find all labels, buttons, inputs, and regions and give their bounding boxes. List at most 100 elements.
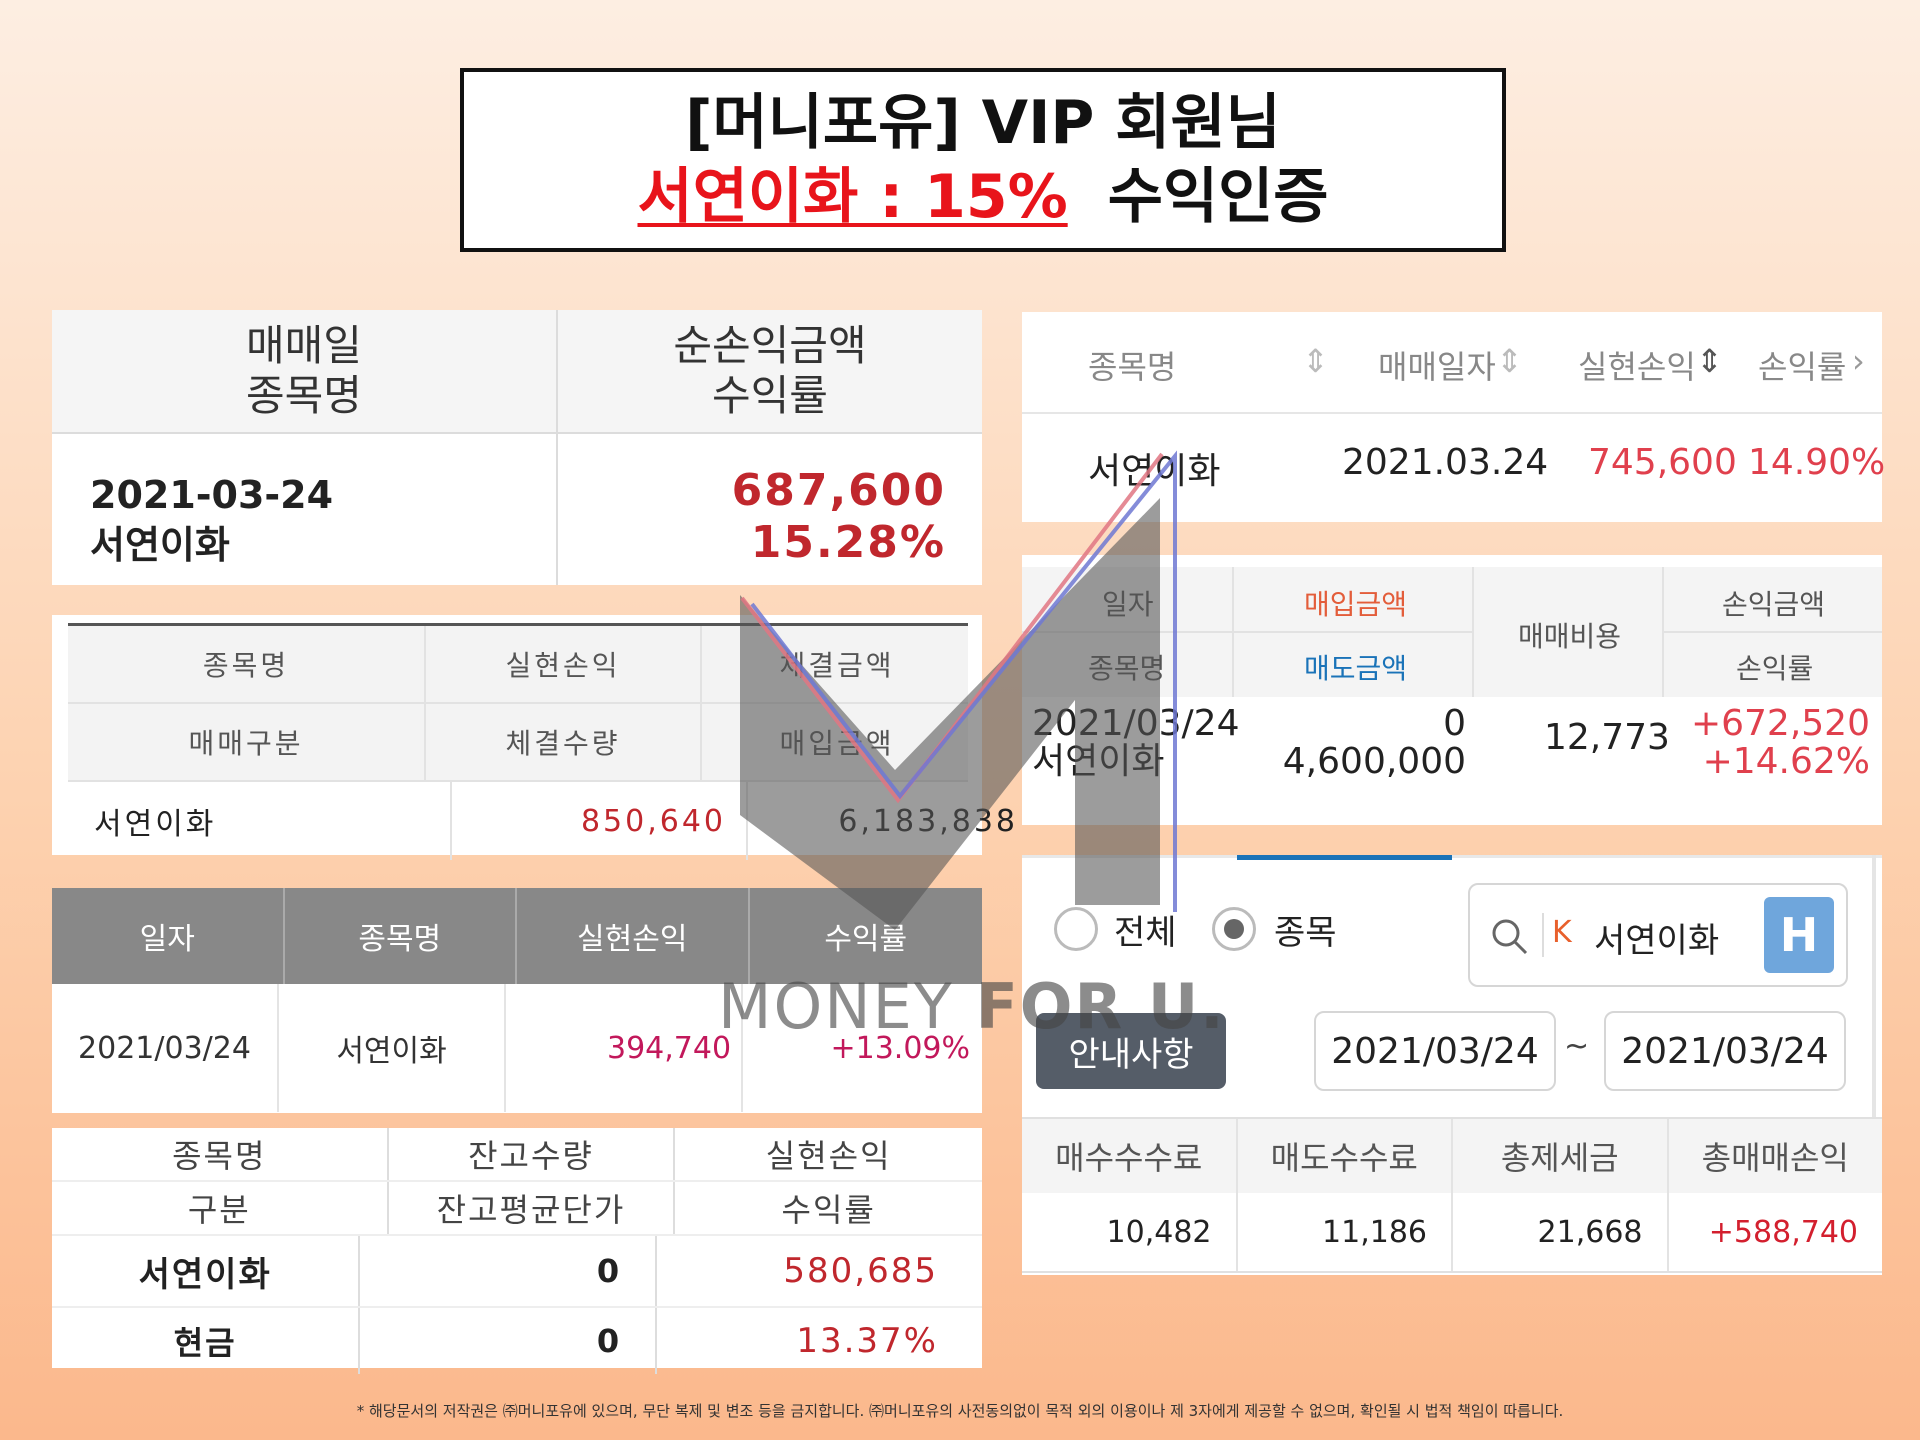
table-row: 서연이화 0 580,685: [52, 1236, 982, 1308]
table-header-row: 종목명 잔고수량 실현손익: [52, 1128, 982, 1182]
radio-all[interactable]: [1054, 907, 1098, 951]
sort-header-profit[interactable]: 실현손익: [1578, 348, 1696, 386]
scrollbar[interactable]: [1872, 855, 1876, 1117]
header-cell: 총매매손익: [1701, 1139, 1849, 1177]
cell-stock: 서연이화: [68, 782, 452, 860]
table-header-row: 종목명 실현손익 체결금액: [68, 626, 968, 704]
sort-icon[interactable]: ⇕: [1696, 342, 1723, 380]
active-tab-indicator: [1237, 855, 1452, 860]
notice-button[interactable]: 안내사항: [1036, 1013, 1226, 1089]
sort-icon[interactable]: ⇕: [1302, 342, 1329, 380]
cell-avg-price: 0: [360, 1308, 658, 1374]
table-header-row: 매수수수료 매도수수료 총제세금 총매매손익: [1022, 1117, 1882, 1193]
radio-stock[interactable]: [1212, 907, 1256, 951]
header-cell: 구분: [52, 1182, 389, 1234]
search-icon: [1492, 919, 1528, 955]
date-to-field[interactable]: 2021/03/24: [1604, 1011, 1846, 1091]
cell-sell-fee: 11,186: [1238, 1193, 1453, 1271]
header-trade-cost: 매매비용: [1518, 620, 1622, 653]
header-sell-amount: 매도금액: [1304, 652, 1408, 685]
watermark-text: MONEY FOR U.: [718, 970, 1226, 1043]
panel-a-right-values: 687,600 15.28%: [732, 465, 946, 569]
fee-summary-table: 매수수수료 매도수수료 총제세금 총매매손익 10,482 11,186 21,…: [1022, 1117, 1882, 1273]
date-from-field[interactable]: 2021/03/24: [1314, 1011, 1556, 1091]
panel-summary-d: 종목명 잔고수량 실현손익 구분 잔고평균단가 수익률 서연이화 0 580,6…: [52, 1128, 982, 1374]
cell-buy-fee: 10,482: [1022, 1193, 1238, 1271]
cell-date: 2021/03/24: [1032, 703, 1240, 744]
column-divider: [556, 310, 558, 585]
header-cell: 매수수수료: [1022, 1119, 1238, 1193]
cell-stock: 서연이화: [1088, 451, 1221, 492]
sort-icon[interactable]: ⇕: [1496, 342, 1523, 380]
cell-sell-amount: 4,600,000: [1282, 741, 1466, 782]
title-suffix: 수익인증: [1107, 162, 1329, 232]
radio-stock-label: 종목: [1274, 913, 1337, 953]
panel-b-table: 종목명 실현손익 체결금액 매매구분 체결수량 매입금액 서연이화 850,64…: [68, 623, 1015, 860]
header-cell: 실현손익: [426, 626, 702, 702]
radio-all-label: 전체: [1114, 913, 1177, 953]
panel-a-left-values: 2021-03-24 서연이화: [90, 470, 333, 570]
cell-exec-amount: 6,183,838: [838, 803, 1018, 839]
header-cell: 수익률: [781, 1191, 876, 1229]
header-cell: 총제세금: [1453, 1119, 1669, 1193]
table-header-row: 종목명 ⇕ 매매일자 ⇕ 실현손익 ⇕ 손익률 ›: [1022, 312, 1882, 414]
table-header-row: 매매구분 체결수량 매입금액: [68, 704, 968, 782]
cell-return-rate: +13.09%: [830, 1030, 970, 1066]
cell-return-rate: 13.37%: [796, 1321, 938, 1361]
header-cell: 잔고평균단가: [389, 1182, 676, 1234]
header-cell: 실현손익: [765, 1137, 892, 1175]
chevron-right-icon[interactable]: ›: [1852, 342, 1865, 380]
header-return-rate: 수익률: [712, 371, 828, 420]
header-cell: 잔고수량: [389, 1128, 676, 1180]
header-cell: 체결금액: [779, 649, 895, 682]
cell-stock: 서연이화: [279, 984, 507, 1112]
sort-header-rate[interactable]: 손익률: [1758, 348, 1847, 386]
header-stock: 종목명: [1088, 652, 1166, 685]
header-cell: 실현손익: [517, 888, 750, 984]
title-box: [머니포유] VIP 회원님 서연이화 : 15% 수익인증: [460, 68, 1506, 252]
table-header-row: 구분 잔고평균단가 수익률: [52, 1182, 982, 1236]
search-value: 서연이화: [1594, 921, 1720, 961]
header-cell: 종목명: [285, 888, 517, 984]
table-row: 서연이화 850,640 6,183,838: [68, 782, 1015, 860]
cell-pl-rate: +14.62%: [1702, 741, 1870, 782]
header-pl-rate: 손익률: [1736, 652, 1814, 685]
panel-summary-e: 종목명 ⇕ 매매일자 ⇕ 실현손익 ⇕ 손익률 › 서연이화 2021.03.2…: [1022, 312, 1885, 522]
header-cell: 매매구분: [68, 704, 426, 780]
table-row: 2021/03/24 서연이화 394,740 +13.09%: [52, 984, 982, 1112]
cell-pl-amount: +672,520: [1690, 703, 1870, 744]
watermark-part1: MONEY: [718, 970, 976, 1043]
header-trade-date: 매매일: [246, 321, 362, 370]
h-button[interactable]: H: [1764, 897, 1834, 973]
sort-header-stock[interactable]: 종목명: [1088, 348, 1177, 386]
cell-stock: 서연이화: [52, 1236, 361, 1306]
cell-realized-profit: 850,640: [452, 782, 748, 860]
cell-category: 현금: [52, 1308, 361, 1374]
title-highlight: 서연이화 : 15%: [637, 162, 1068, 232]
market-prefix: K: [1552, 915, 1572, 950]
cell-realized-profit: 580,685: [783, 1251, 938, 1291]
title-line1: [머니포유] VIP 회원님: [685, 88, 1281, 158]
cell-stock: 서연이화: [1032, 741, 1165, 782]
header-cell: 일자: [52, 888, 285, 984]
header-buy-amount: 매입금액: [1304, 588, 1408, 621]
panel-summary-f: 일자 종목명 매입금액 매도금액 매매비용 손익금액 손익률 2021/03/2…: [1022, 555, 1882, 825]
header-cell: 매입금액: [779, 727, 895, 760]
cell-realized-profit: 745,600: [1588, 442, 1737, 483]
net-profit-amount: 687,600: [731, 465, 946, 516]
sort-header-date[interactable]: 매매일자: [1378, 348, 1496, 386]
date-range-tilde: ~: [1564, 1029, 1590, 1064]
header-net-profit: 순손익금액: [673, 321, 867, 370]
footer-disclaimer: * 해당문서의 저작권은 ㈜머니포유에 있으며, 무단 복제 및 변조 등을 금…: [356, 1402, 1564, 1420]
cell-balance-qty: 0: [360, 1236, 658, 1306]
panel-summary-a: 매매일 종목명 순손익금액 수익률 2021-03-24 서연이화 687,60…: [52, 310, 982, 585]
panel-a-header-right: 순손익금액 수익률: [558, 310, 982, 434]
cell-trade-cost: 12,773: [1544, 717, 1670, 758]
return-rate: 15.28%: [750, 517, 946, 568]
stock-search-field[interactable]: K 서연이화 H: [1468, 883, 1848, 987]
cell-realized-profit: 394,740: [506, 984, 744, 1112]
header-date: 일자: [1102, 588, 1154, 621]
cell-total-profit: +588,740: [1708, 1214, 1858, 1250]
cell-buy-amount: 0: [1443, 703, 1466, 744]
cell-date: 2021/03/24: [52, 984, 280, 1112]
